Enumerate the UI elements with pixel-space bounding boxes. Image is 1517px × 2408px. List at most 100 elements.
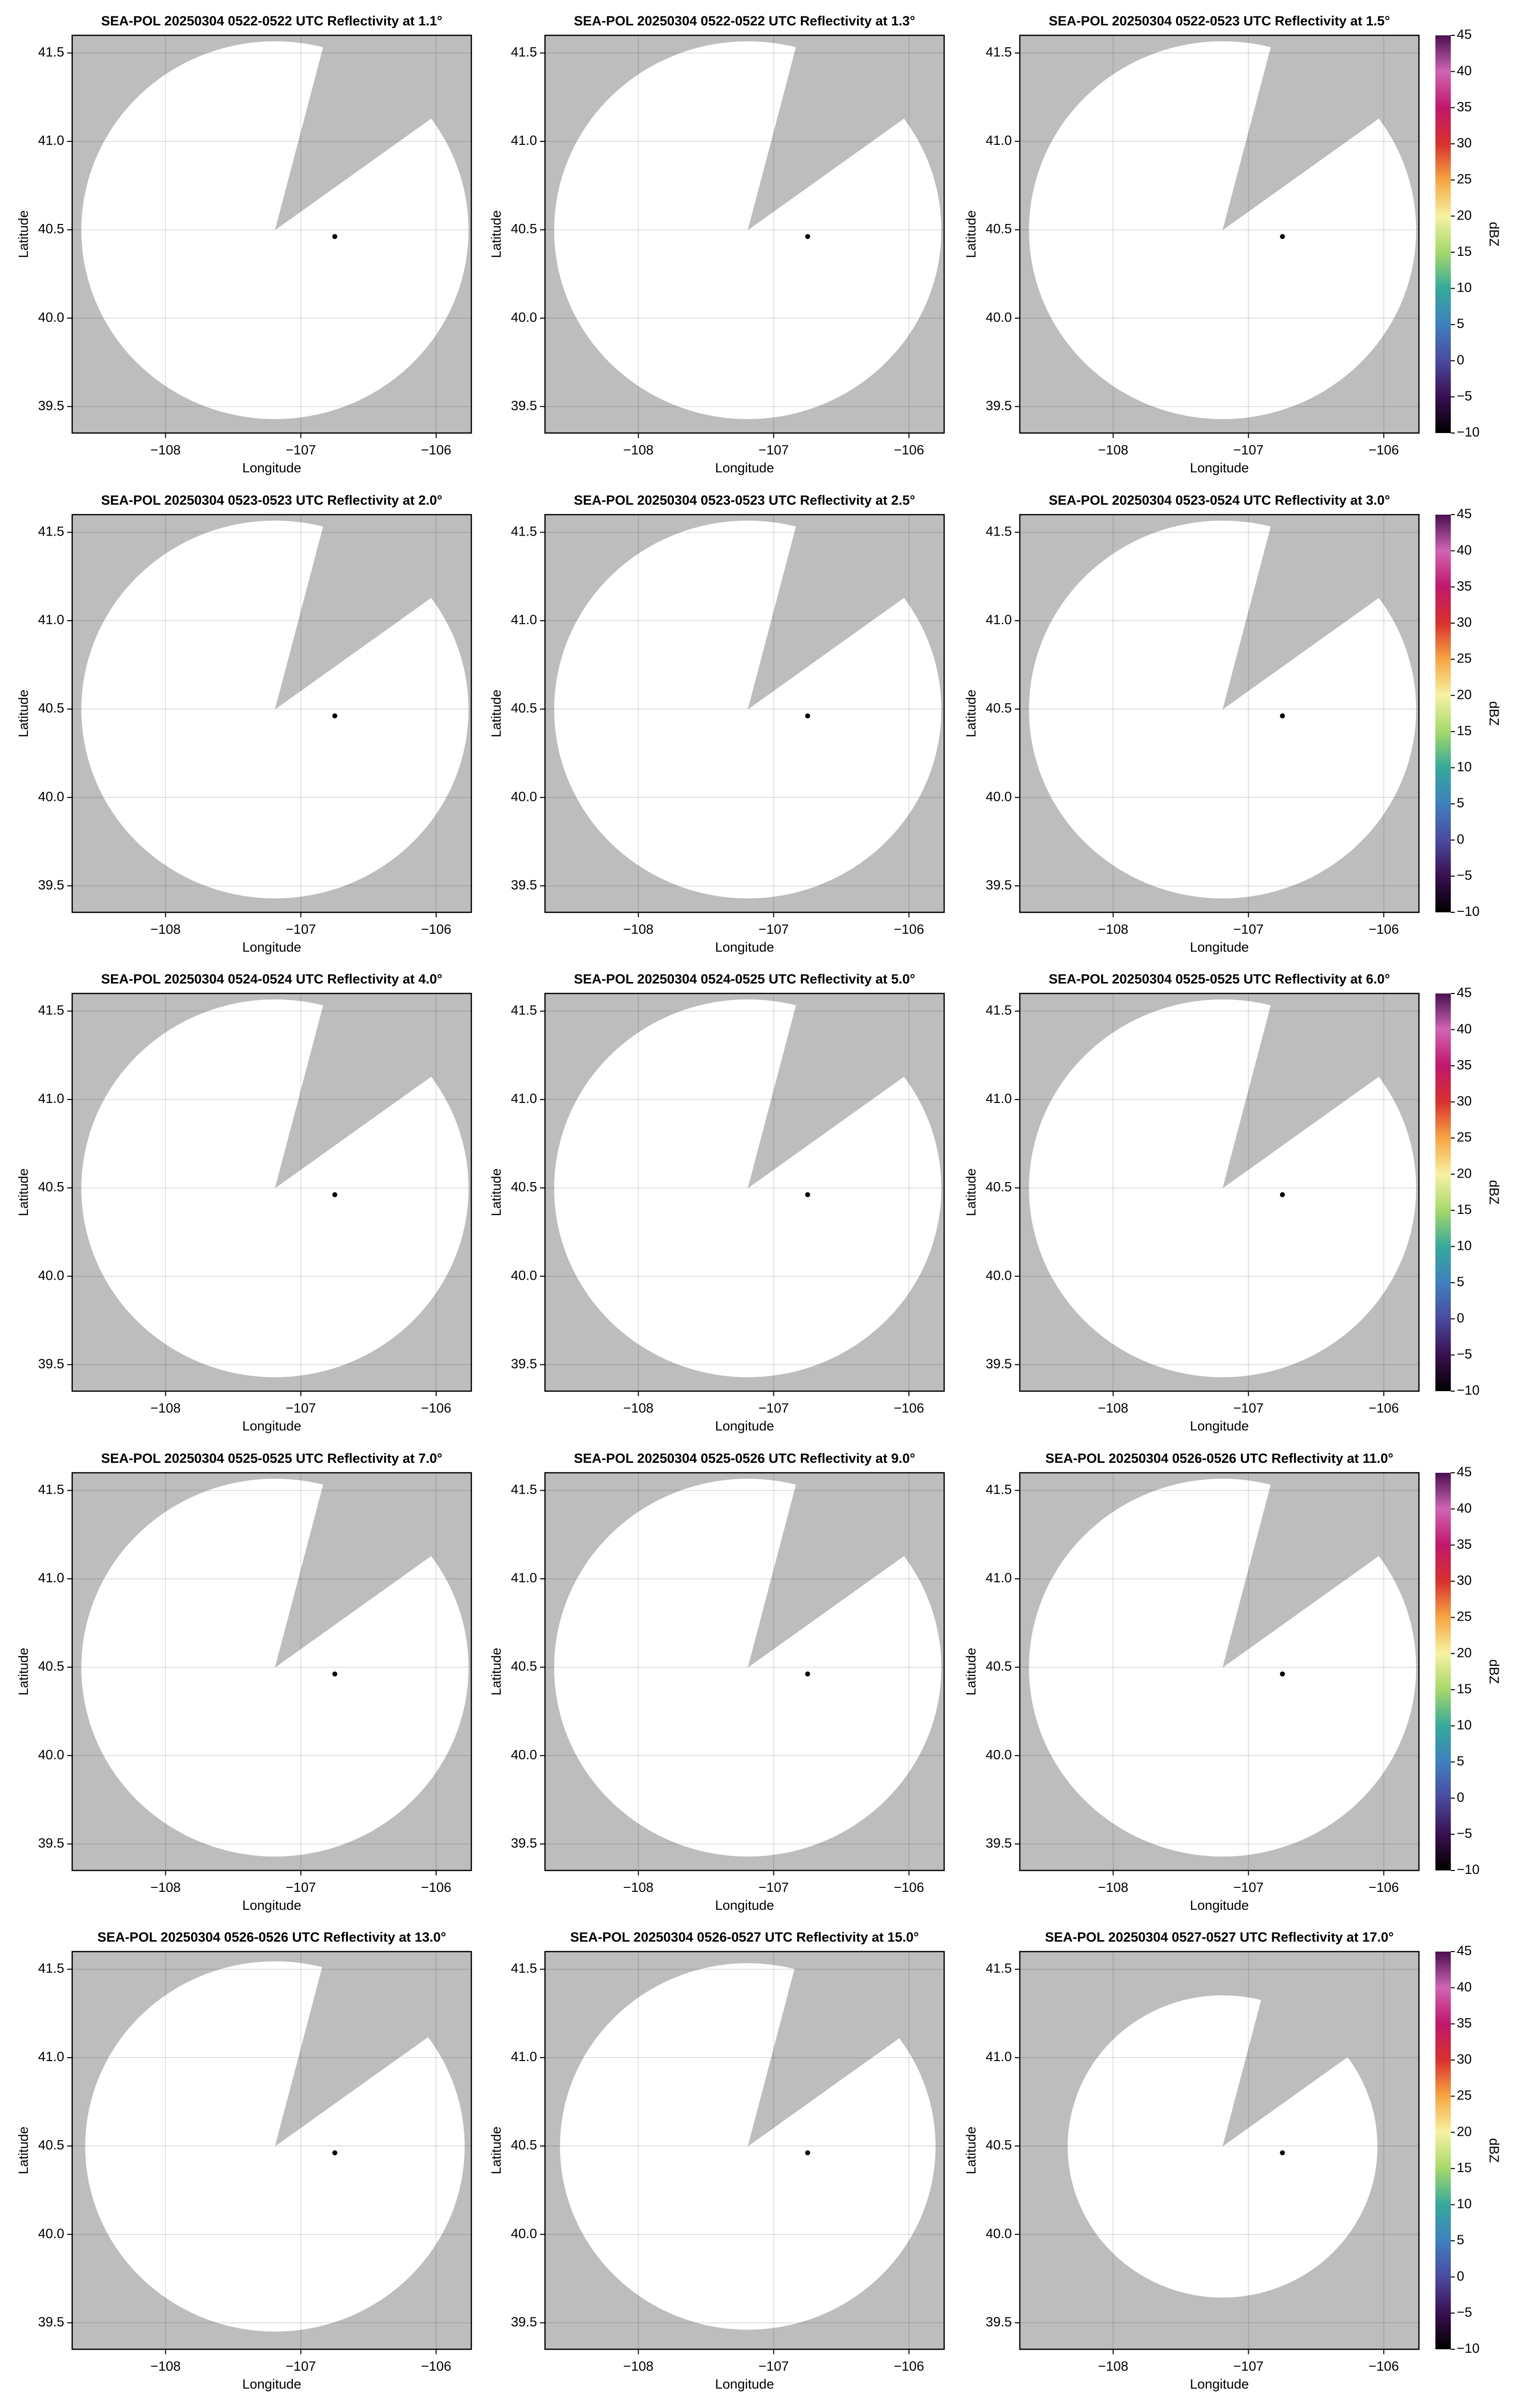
y-tick-label: 41.0 bbox=[985, 2049, 1012, 2064]
y-tick-label: 40.5 bbox=[38, 1180, 64, 1195]
radar-location bbox=[1280, 2150, 1285, 2156]
colorbar-tick-label: 25 bbox=[1457, 172, 1472, 187]
radar-location bbox=[805, 1671, 810, 1677]
radar-location bbox=[1280, 713, 1285, 719]
radar-coverage bbox=[1068, 1995, 1378, 2298]
y-axis-label: Latitude bbox=[964, 210, 978, 258]
axes-frame bbox=[1019, 34, 1420, 434]
y-tick-label: 41.5 bbox=[985, 1003, 1012, 1018]
axes-frame bbox=[71, 1951, 472, 2350]
x-tick-label: −106 bbox=[421, 1401, 451, 1416]
chart-title: SEA-POL 20250304 0526-0526 UTC Reflectiv… bbox=[1045, 1451, 1393, 1466]
y-tick-label: 40.0 bbox=[38, 1747, 64, 1762]
colorbar-tick-label: −5 bbox=[1457, 1346, 1472, 1361]
y-tick-label: 39.5 bbox=[511, 1836, 537, 1851]
colorbar-tick-label: 40 bbox=[1457, 543, 1472, 557]
colorbar-tick-label: 40 bbox=[1457, 1979, 1472, 1994]
y-tick-label: 40.5 bbox=[985, 701, 1012, 716]
colorbar-tick-label: −10 bbox=[1457, 1862, 1480, 1877]
y-tick-label: 39.5 bbox=[511, 2314, 537, 2329]
x-tick-label: −108 bbox=[1098, 1401, 1128, 1416]
colorbar-tick-label: 5 bbox=[1457, 1274, 1464, 1289]
x-axis-label: Longitude bbox=[715, 940, 774, 955]
x-tick-label: −107 bbox=[286, 1401, 316, 1416]
colorbar-tick-label: 0 bbox=[1457, 1790, 1464, 1805]
radar-location bbox=[1280, 1671, 1285, 1677]
y-tick-label: 41.5 bbox=[38, 1003, 64, 1018]
colorbar-label: dBZ bbox=[1487, 1180, 1502, 1205]
colorbar-tick-label: 35 bbox=[1457, 1536, 1472, 1551]
y-tick-label: 39.5 bbox=[38, 1836, 64, 1851]
radar-coverage bbox=[81, 41, 469, 420]
x-tick-label: −107 bbox=[1233, 2359, 1264, 2374]
y-tick-label: 40.5 bbox=[38, 701, 64, 716]
axes-frame bbox=[544, 992, 945, 1392]
plot-area bbox=[72, 35, 471, 433]
axes-frame bbox=[544, 34, 945, 434]
y-tick-label: 41.5 bbox=[985, 1961, 1012, 1976]
radar-coverage bbox=[554, 999, 942, 1378]
colorbar-tick-label: 10 bbox=[1457, 280, 1472, 295]
radar-coverage bbox=[81, 999, 469, 1378]
colorbar-tick-label: 10 bbox=[1457, 1718, 1472, 1733]
colorbar-label: dBZ bbox=[1487, 701, 1502, 726]
x-axis-label: Longitude bbox=[1190, 1898, 1249, 1913]
colorbar-tick-label: 15 bbox=[1457, 723, 1472, 738]
plot-area bbox=[545, 993, 944, 1391]
colorbar-tick-label: 35 bbox=[1457, 2015, 1472, 2030]
colorbar-tick-label: 45 bbox=[1457, 1464, 1472, 1479]
x-tick-label: −106 bbox=[894, 1880, 924, 1895]
colorbar-tick-label: 30 bbox=[1457, 2052, 1472, 2067]
axes-frame bbox=[544, 514, 945, 913]
x-tick-label: −108 bbox=[150, 1880, 181, 1895]
y-tick-label: 40.5 bbox=[511, 1180, 537, 1195]
chart-title: SEA-POL 20250304 0522-0522 UTC Reflectiv… bbox=[101, 13, 442, 28]
chart-title: SEA-POL 20250304 0523-0523 UTC Reflectiv… bbox=[574, 493, 915, 508]
x-axis-label: Longitude bbox=[242, 460, 302, 475]
colorbar-tick-label: 0 bbox=[1457, 1311, 1464, 1325]
colorbar bbox=[1435, 515, 1451, 912]
y-tick-label: 40.0 bbox=[985, 789, 1012, 804]
y-tick-label: 41.5 bbox=[511, 45, 537, 60]
x-tick-label: −107 bbox=[286, 2359, 316, 2374]
chart-title: SEA-POL 20250304 0523-0524 UTC Reflectiv… bbox=[1049, 493, 1390, 508]
x-tick-label: −107 bbox=[286, 442, 316, 457]
y-axis-label: Latitude bbox=[964, 2126, 978, 2174]
y-tick-label: 40.0 bbox=[511, 789, 537, 804]
colorbar-tick-label: 0 bbox=[1457, 2269, 1464, 2284]
y-tick-label: 40.0 bbox=[985, 2226, 1012, 2241]
chart-title: SEA-POL 20250304 0522-0522 UTC Reflectiv… bbox=[574, 13, 915, 28]
colorbar-tick-label: 35 bbox=[1457, 1057, 1472, 1072]
radar-coverage bbox=[554, 41, 942, 420]
y-tick-label: 40.5 bbox=[511, 1659, 537, 1674]
y-tick-label: 40.5 bbox=[511, 701, 537, 716]
y-tick-label: 41.5 bbox=[985, 45, 1012, 60]
y-axis-label: Latitude bbox=[489, 210, 504, 258]
y-tick-label: 40.0 bbox=[511, 2226, 537, 2241]
x-tick-label: −107 bbox=[1233, 1880, 1264, 1895]
colorbar-tick-label: −10 bbox=[1457, 904, 1480, 919]
x-axis-label: Longitude bbox=[242, 940, 302, 955]
x-tick-label: −106 bbox=[1369, 1880, 1399, 1895]
y-tick-label: 40.5 bbox=[985, 1180, 1012, 1195]
colorbar-tick-label: 20 bbox=[1457, 687, 1472, 702]
y-tick-label: 41.0 bbox=[985, 1091, 1012, 1106]
plot-area bbox=[72, 1952, 471, 2349]
y-axis-label: Latitude bbox=[16, 689, 31, 737]
colorbar-label: dBZ bbox=[1487, 1659, 1502, 1684]
plot-area bbox=[1020, 35, 1419, 433]
y-tick-label: 41.0 bbox=[38, 133, 64, 148]
y-tick-label: 39.5 bbox=[511, 1356, 537, 1371]
colorbar bbox=[1435, 1952, 1451, 2349]
y-tick-label: 39.5 bbox=[985, 2314, 1012, 2329]
x-tick-label: −106 bbox=[894, 1401, 924, 1416]
colorbar-tick-label: 20 bbox=[1457, 2124, 1472, 2139]
plot-area bbox=[1020, 1473, 1419, 1870]
x-tick-label: −107 bbox=[758, 922, 789, 937]
x-tick-label: −108 bbox=[623, 2359, 653, 2374]
axes-frame bbox=[1019, 992, 1420, 1392]
radar-location bbox=[332, 1192, 337, 1198]
colorbar-tick-label: 0 bbox=[1457, 352, 1464, 367]
radar-coverage bbox=[554, 1478, 942, 1857]
chart-title: SEA-POL 20250304 0523-0523 UTC Reflectiv… bbox=[101, 493, 442, 508]
